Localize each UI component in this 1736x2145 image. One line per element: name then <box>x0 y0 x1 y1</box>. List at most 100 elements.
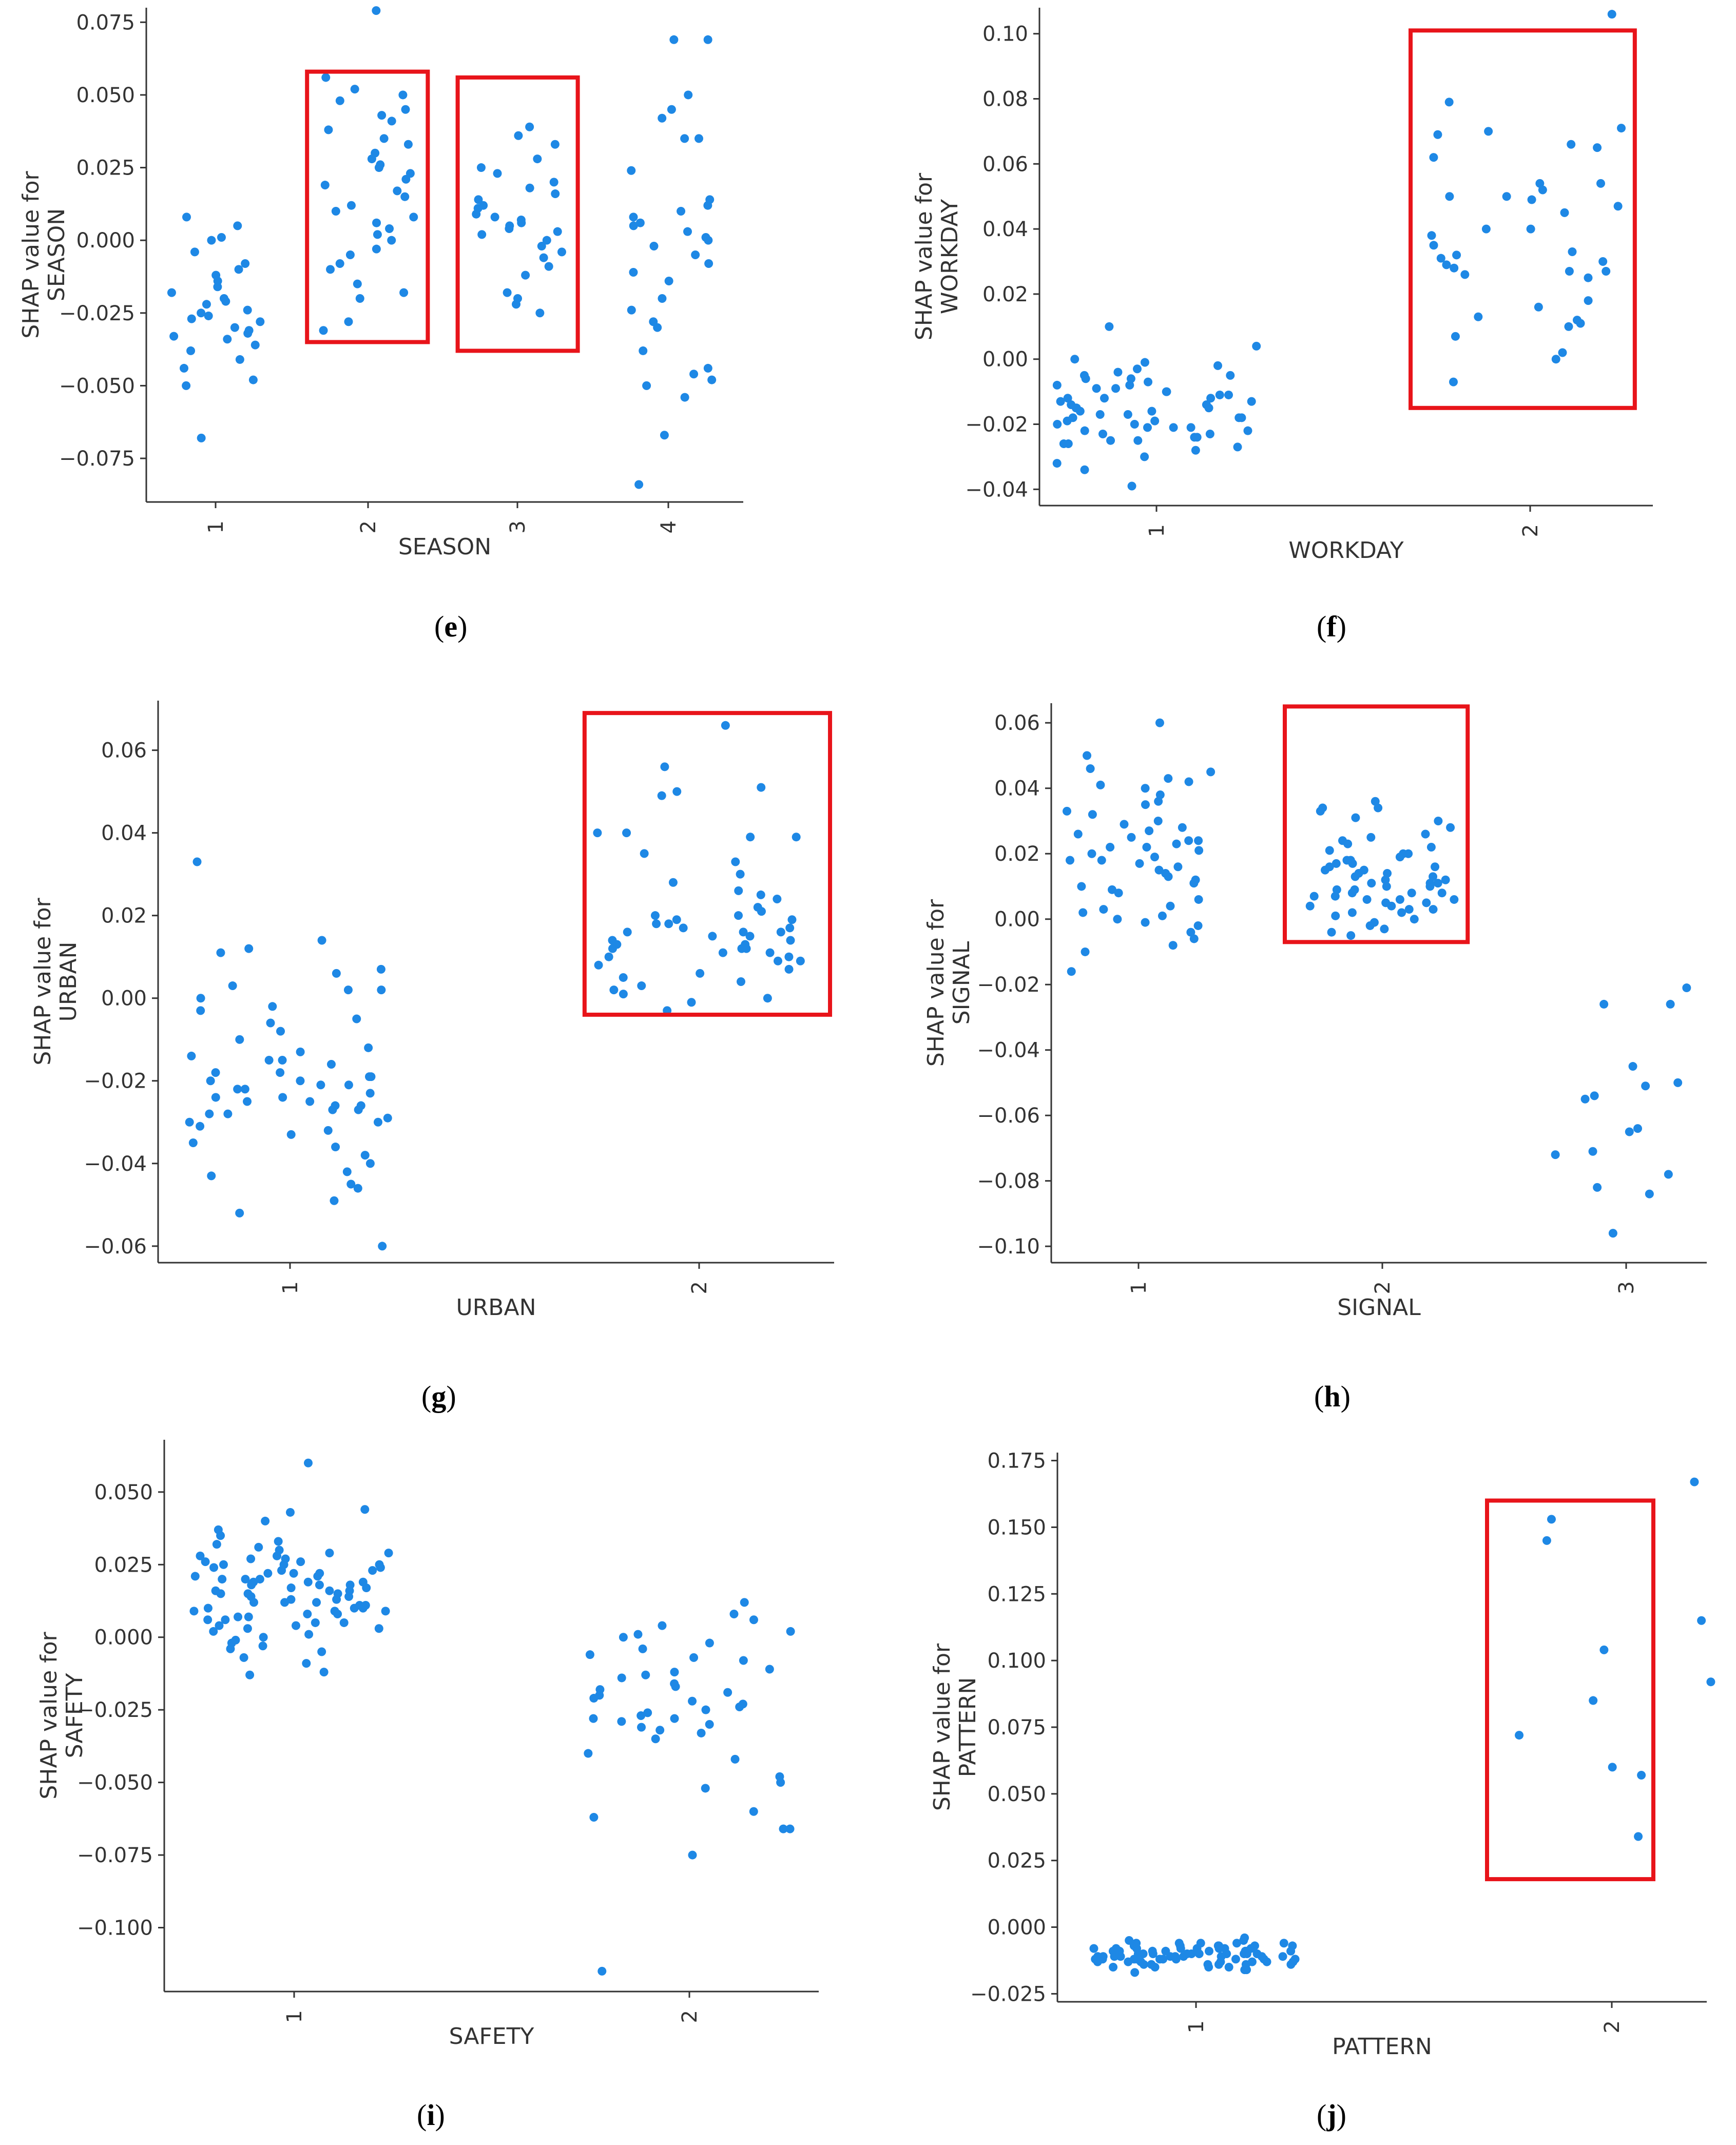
data-point <box>372 244 381 254</box>
data-point <box>1242 1949 1251 1959</box>
data-point <box>1063 394 1072 403</box>
data-point <box>372 218 381 227</box>
data-point <box>697 1728 706 1737</box>
data-point <box>239 1653 248 1662</box>
data-point <box>1126 374 1135 383</box>
data-point <box>776 1778 785 1787</box>
data-point <box>1098 430 1108 439</box>
data-point <box>1063 806 1072 816</box>
data-point <box>1502 192 1511 201</box>
x-tick-label: 2 <box>678 2010 702 2023</box>
caption-paren: ( <box>434 610 444 643</box>
y-axis-title: SHAP value for <box>30 897 56 1065</box>
data-point <box>1590 1091 1599 1100</box>
data-point <box>207 1171 216 1181</box>
data-point <box>196 1006 205 1015</box>
data-point <box>353 1184 362 1193</box>
data-point <box>787 915 797 924</box>
y-tick-label: 0.000 <box>94 1626 153 1650</box>
data-point <box>374 163 383 172</box>
data-point <box>1086 764 1095 773</box>
data-point <box>377 985 386 995</box>
data-point <box>1450 263 1459 273</box>
caption-paren: ) <box>446 1380 456 1413</box>
data-point <box>1596 179 1605 188</box>
data-point <box>1367 879 1376 888</box>
data-point <box>477 230 487 239</box>
y-tick-label: 0.08 <box>982 88 1028 111</box>
data-point <box>1433 130 1442 139</box>
data-point <box>255 1575 264 1584</box>
data-point <box>1625 1127 1634 1136</box>
data-point <box>1224 1962 1233 1972</box>
data-point <box>589 1813 599 1822</box>
data-point <box>1130 420 1139 429</box>
data-point <box>1534 302 1543 312</box>
data-point <box>243 328 253 338</box>
data-point <box>217 233 226 242</box>
data-point <box>658 294 667 303</box>
data-point <box>1140 358 1149 367</box>
data-point <box>1593 143 1602 152</box>
caption-paren: ( <box>1317 610 1326 643</box>
data-point <box>1120 820 1129 829</box>
data-point <box>249 1598 259 1607</box>
data-point <box>1607 10 1616 19</box>
data-point <box>241 259 250 268</box>
data-point <box>1088 810 1097 819</box>
data-point <box>658 113 667 123</box>
highlight-box <box>1409 28 1637 410</box>
data-point <box>1305 901 1315 911</box>
data-point <box>1164 872 1173 881</box>
y-tick-label: 0.025 <box>94 1553 153 1577</box>
data-point <box>1194 895 1203 904</box>
data-point <box>331 207 340 216</box>
data-point <box>335 96 344 105</box>
data-point <box>258 1641 267 1651</box>
data-point <box>689 1653 699 1662</box>
data-point <box>633 1630 643 1639</box>
data-point <box>1327 927 1336 937</box>
data-point <box>1673 1078 1683 1087</box>
data-point <box>658 1621 667 1630</box>
data-point <box>1567 140 1576 149</box>
data-point <box>622 828 631 838</box>
data-point <box>274 1537 283 1546</box>
data-point <box>1641 1081 1650 1091</box>
data-point <box>264 1055 274 1065</box>
data-point <box>739 927 748 937</box>
data-point <box>383 1113 392 1123</box>
data-point <box>196 994 205 1003</box>
data-point <box>1056 397 1065 406</box>
data-point <box>256 317 265 326</box>
data-point <box>1387 901 1396 911</box>
data-point <box>652 919 661 929</box>
data-point <box>493 169 502 178</box>
y-tick-label: −0.025 <box>77 1698 153 1722</box>
data-point <box>1484 127 1493 136</box>
data-point <box>401 105 410 114</box>
data-point <box>639 346 648 355</box>
data-point <box>209 1627 218 1636</box>
data-point <box>1179 1952 1188 1961</box>
data-point <box>1664 1170 1673 1179</box>
data-point <box>638 1644 647 1653</box>
data-point <box>1331 911 1340 920</box>
data-point <box>796 956 805 965</box>
data-point <box>757 783 766 792</box>
data-point <box>190 1572 200 1581</box>
data-point <box>339 1618 349 1627</box>
data-point <box>1564 322 1573 331</box>
data-point <box>203 1603 213 1613</box>
data-point <box>1332 859 1341 868</box>
data-point <box>356 1101 365 1110</box>
data-point <box>1214 1944 1224 1953</box>
y-axis-title: WORKDAY <box>937 199 963 314</box>
data-point <box>653 323 662 332</box>
data-point <box>250 340 260 350</box>
y-tick-label: 0.02 <box>994 842 1040 866</box>
data-point <box>1351 813 1360 822</box>
data-point <box>1106 842 1115 852</box>
data-point <box>619 1633 628 1642</box>
